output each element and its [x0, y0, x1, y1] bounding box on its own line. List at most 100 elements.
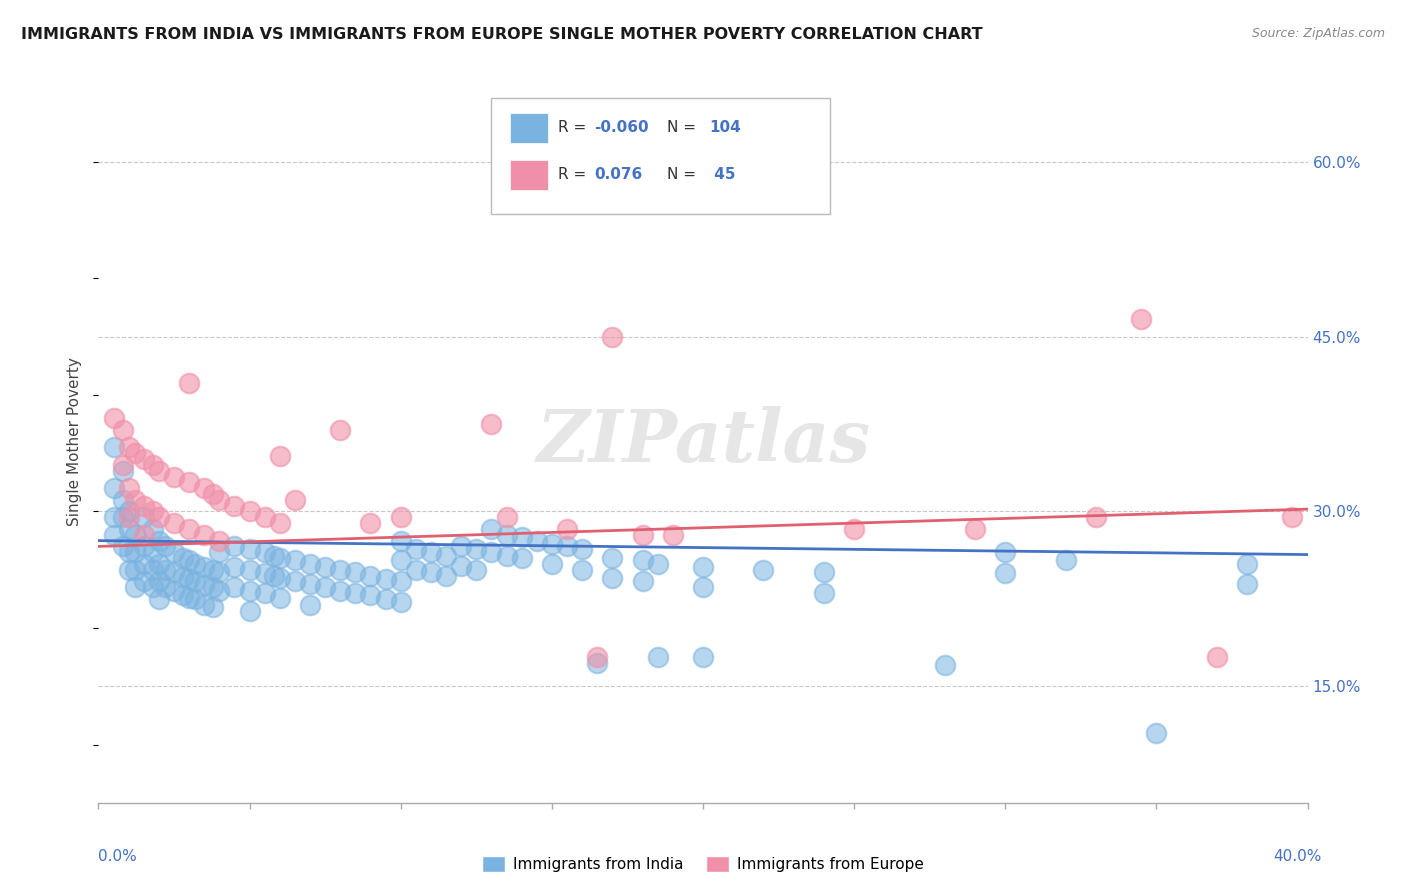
Point [111, 510, 134, 524]
Point [118, 441, 141, 455]
Point [124, 545, 146, 559]
Point [148, 591, 170, 606]
Point [555, 540, 578, 554]
Point [405, 541, 427, 556]
Point [329, 583, 352, 598]
Point [510, 551, 533, 566]
Point [132, 574, 155, 589]
Text: 0.076: 0.076 [595, 167, 643, 182]
Point [103, 441, 125, 455]
Point [540, 557, 562, 571]
Point [1054, 553, 1077, 567]
Point [208, 545, 231, 559]
Point [163, 565, 186, 579]
Point [526, 533, 548, 548]
Point [208, 583, 231, 598]
Point [202, 563, 225, 577]
Point [208, 492, 231, 507]
Point [142, 563, 165, 577]
Point [124, 492, 146, 507]
Point [253, 566, 276, 581]
Point [172, 588, 194, 602]
Point [571, 563, 593, 577]
Point [420, 565, 443, 579]
Point [314, 580, 336, 594]
Point [153, 540, 176, 554]
Point [148, 510, 170, 524]
Point [481, 545, 503, 559]
Point [172, 551, 194, 566]
Text: -0.060: -0.060 [595, 120, 648, 136]
Point [661, 528, 683, 542]
Point [360, 588, 382, 602]
Point [148, 574, 170, 589]
Text: R =: R = [558, 167, 591, 182]
Point [994, 566, 1017, 581]
Point [263, 568, 285, 582]
Point [602, 571, 624, 585]
Point [602, 551, 624, 566]
Point [184, 574, 207, 589]
Point [118, 545, 141, 559]
Point [586, 650, 609, 665]
Point [124, 580, 146, 594]
Point [118, 481, 141, 495]
Point [360, 568, 382, 582]
Point [208, 565, 231, 579]
Point [1236, 557, 1258, 571]
Point [389, 510, 412, 524]
Point [239, 563, 262, 577]
Point [253, 545, 276, 559]
Point [752, 563, 775, 577]
Point [163, 469, 186, 483]
Text: N =: N = [666, 120, 700, 136]
Point [163, 516, 186, 530]
Point [389, 533, 412, 548]
Text: N =: N = [666, 167, 700, 182]
Point [224, 540, 246, 554]
Point [269, 516, 291, 530]
Point [1130, 312, 1153, 326]
Point [193, 598, 215, 612]
Text: ZIPatlas: ZIPatlas [536, 406, 870, 477]
Point [284, 574, 307, 589]
Point [692, 580, 714, 594]
Point [284, 553, 307, 567]
Point [1236, 576, 1258, 591]
Point [193, 560, 215, 574]
Point [510, 530, 533, 544]
Point [132, 540, 155, 554]
Point [193, 528, 215, 542]
Point [202, 600, 225, 615]
Point [647, 557, 669, 571]
Point [124, 563, 146, 577]
Point [813, 565, 835, 579]
Point [208, 533, 231, 548]
Point [263, 549, 285, 563]
Point [314, 560, 336, 574]
Point [163, 583, 186, 598]
Point [132, 499, 155, 513]
Point [344, 565, 367, 579]
Point [118, 504, 141, 518]
Point [253, 586, 276, 600]
Point [103, 411, 125, 425]
Point [103, 481, 125, 495]
Point [179, 572, 201, 586]
Point [111, 540, 134, 554]
Point [193, 481, 215, 495]
Point [540, 537, 562, 551]
Point [142, 504, 165, 518]
FancyBboxPatch shape [492, 98, 830, 214]
Point [481, 522, 503, 536]
Point [132, 452, 155, 467]
Point [202, 580, 225, 594]
Point [631, 528, 654, 542]
Point [647, 650, 669, 665]
Point [239, 603, 262, 617]
Point [465, 563, 488, 577]
Point [360, 516, 382, 530]
Text: 104: 104 [709, 120, 741, 136]
Text: R =: R = [558, 120, 591, 136]
FancyBboxPatch shape [509, 112, 548, 143]
